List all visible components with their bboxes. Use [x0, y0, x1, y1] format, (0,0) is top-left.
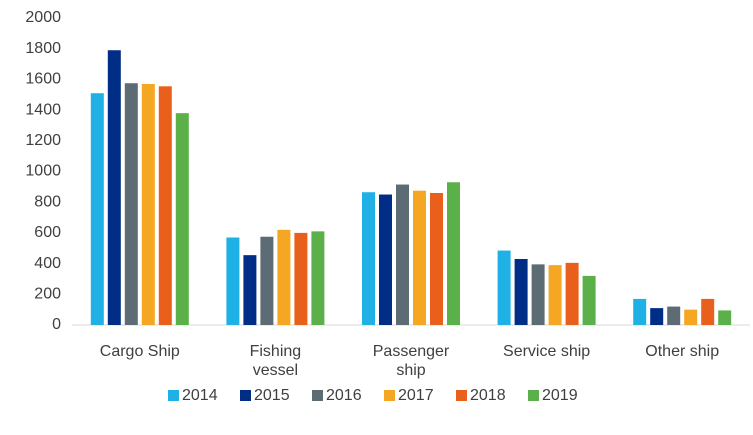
bar	[718, 310, 732, 325]
bar	[243, 255, 257, 325]
x-tick-label: Service ship	[503, 343, 591, 360]
bar	[667, 306, 681, 325]
y-tick-label: 1200	[25, 132, 61, 149]
bar	[565, 262, 579, 325]
bar	[396, 184, 409, 325]
x-tick-label: Passenger ship	[372, 343, 450, 379]
bar	[141, 84, 155, 325]
x-tick-label: Other ship	[645, 343, 720, 360]
y-tick-label: 600	[34, 224, 61, 241]
legend-swatch	[528, 390, 539, 401]
y-tick-label: 2000	[25, 9, 61, 26]
bar	[124, 83, 138, 325]
x-tick-label: Cargo Ship	[99, 343, 180, 360]
bar	[294, 232, 308, 325]
bar	[514, 258, 528, 325]
legend-label: 2017	[398, 387, 434, 404]
y-tick-label: 1000	[25, 163, 61, 180]
legend-swatch	[168, 390, 179, 401]
legend-swatch	[456, 390, 467, 401]
bar	[158, 86, 172, 326]
bar	[531, 264, 545, 325]
bar	[701, 298, 715, 325]
x-tick-label: Fishing vessel	[249, 343, 302, 379]
y-tick-label: 0	[52, 316, 61, 333]
bar	[260, 236, 274, 325]
bar	[650, 308, 664, 325]
legend-label: 2016	[326, 387, 362, 404]
legend-swatch	[240, 390, 251, 401]
bar	[548, 265, 562, 325]
bar	[684, 309, 698, 325]
legend-label: 2014	[182, 387, 218, 404]
legend-label: 2018	[470, 387, 506, 404]
bar	[497, 250, 511, 325]
bar	[633, 298, 647, 325]
bar	[447, 182, 460, 325]
bar	[430, 192, 443, 325]
bar	[311, 231, 325, 325]
legend-label: 2015	[254, 387, 290, 404]
y-tick-label: 1400	[25, 101, 61, 118]
y-tick-label: 1800	[25, 40, 61, 57]
legend-swatch	[384, 390, 395, 401]
bar	[413, 190, 426, 325]
bar	[107, 50, 121, 326]
bar	[175, 113, 189, 325]
bar	[226, 237, 240, 325]
bar	[582, 275, 596, 325]
legend-label: 2019	[542, 387, 578, 404]
bar	[362, 192, 375, 325]
y-tick-label: 200	[34, 286, 61, 303]
bar	[277, 229, 291, 325]
bar	[90, 93, 104, 325]
bar	[379, 194, 392, 325]
y-tick-label: 800	[34, 193, 61, 210]
y-tick-label: 400	[34, 255, 61, 272]
y-tick-label: 1600	[25, 71, 61, 88]
legend-swatch	[312, 390, 323, 401]
